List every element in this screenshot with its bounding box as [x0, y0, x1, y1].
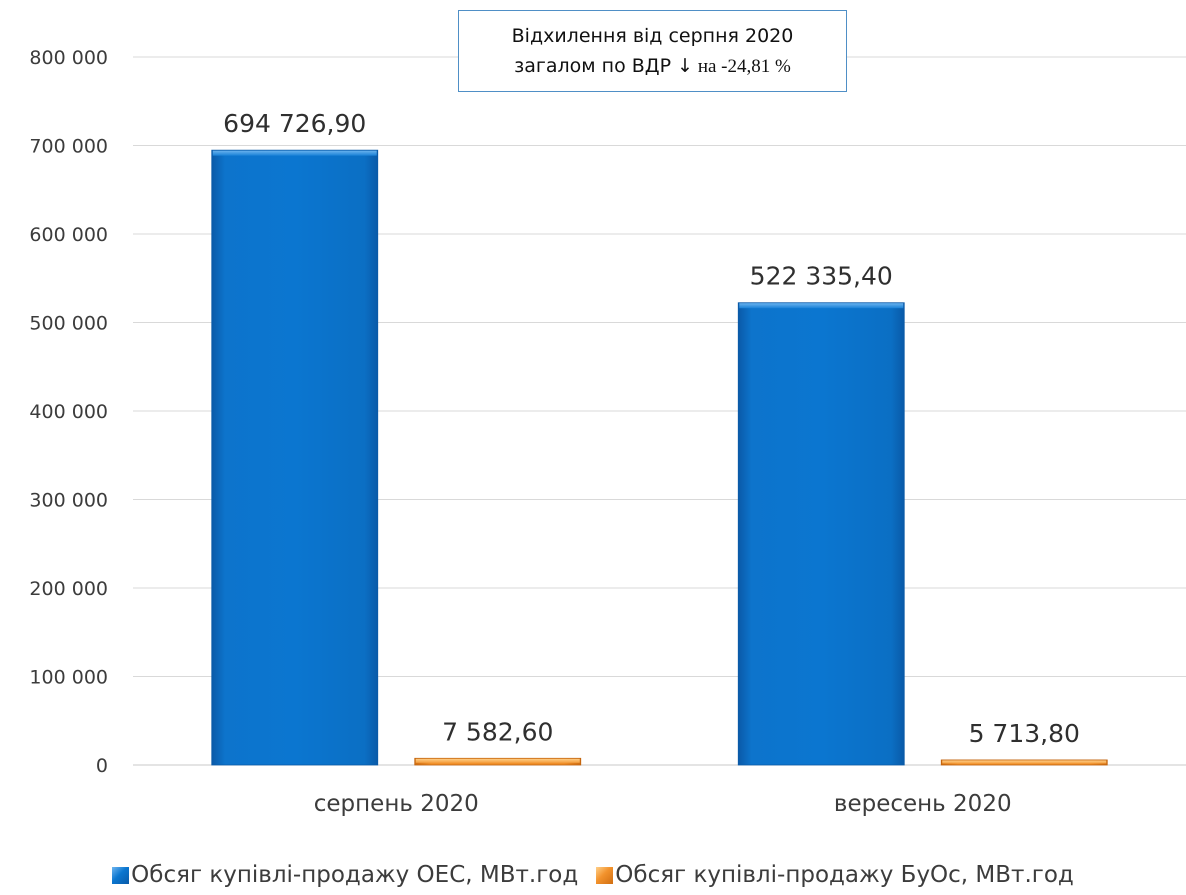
- x-tick-label: вересень 2020: [834, 791, 1012, 817]
- legend-label-buos: Обсяг купівлі-продажу БуОс, МВт.год: [615, 862, 1074, 888]
- annotation-line-1: Відхилення від серпня 2020: [511, 24, 794, 47]
- legend-swatch-oes: [112, 866, 130, 884]
- data-label: 522 335,40: [750, 262, 893, 291]
- y-tick-label: 500 000: [29, 313, 108, 335]
- y-tick-label: 400 000: [29, 401, 108, 423]
- bar-top-highlight: [739, 303, 904, 309]
- annotation-line-2-prefix: загалом по ВДР ↓: [514, 54, 694, 77]
- legend-item-oes: Обсяг купівлі-продажу ОЕС, МВт.год: [112, 862, 578, 888]
- bar: [737, 302, 905, 766]
- y-tick-label: 100 000: [29, 667, 108, 689]
- x-tick-label: серпень 2020: [314, 791, 479, 817]
- deviation-annotation: Відхилення від серпня 2020 загалом по ВД…: [458, 10, 847, 92]
- y-tick-label: 300 000: [29, 490, 108, 512]
- y-tick-label: 700 000: [29, 136, 108, 158]
- data-label: 694 726,90: [223, 109, 366, 138]
- bar: [211, 149, 379, 766]
- legend-label-oes: Обсяг купівлі-продажу ОЕС, МВт.год: [131, 862, 579, 888]
- bar-top-highlight: [212, 150, 377, 156]
- y-tick-label: 0: [96, 755, 108, 777]
- chart-legend: Обсяг купівлі-продажу ОЕС, МВт.год Обсяг…: [0, 858, 1186, 892]
- data-label: 7 582,60: [442, 717, 553, 746]
- y-tick-label: 600 000: [29, 224, 108, 246]
- legend-swatch-buos: [596, 866, 614, 884]
- bar-top-highlight: [415, 758, 580, 763]
- annotation-line-2: загалом по ВДР ↓ на -24,81 %: [514, 51, 791, 82]
- bar-top-highlight: [942, 760, 1107, 764]
- annotation-line-2-value: на -24,81 %: [693, 55, 791, 77]
- legend-item-buos: Обсяг купівлі-продажу БуОс, МВт.год: [596, 862, 1074, 888]
- data-label: 5 713,80: [969, 719, 1080, 748]
- y-tick-label: 200 000: [29, 578, 108, 600]
- y-tick-label: 800 000: [29, 47, 108, 69]
